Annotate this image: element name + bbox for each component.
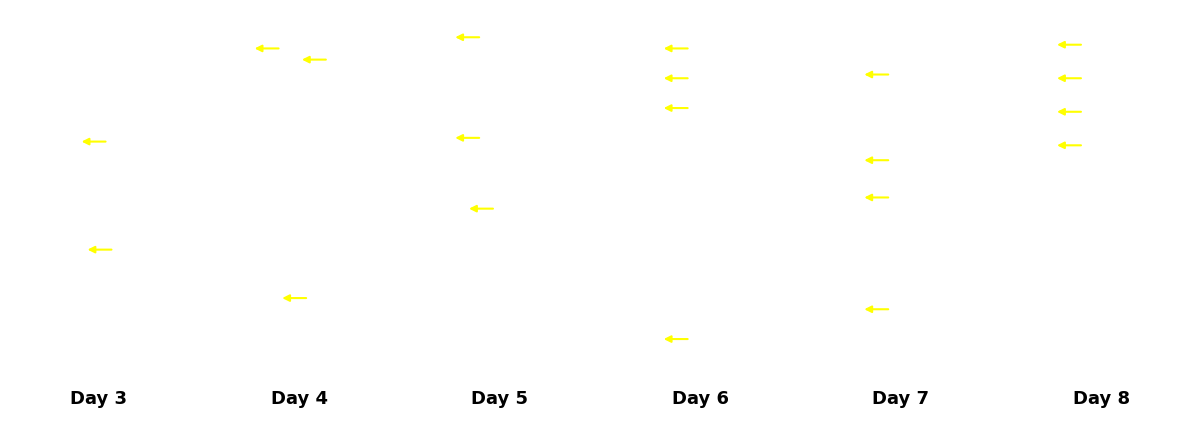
Text: FL: FL — [236, 42, 252, 55]
Text: FL: FL — [425, 31, 442, 44]
Text: Day 6: Day 6 — [672, 390, 728, 408]
Text: C: C — [425, 131, 434, 144]
Text: R: R — [144, 243, 154, 256]
Text: C: C — [720, 101, 730, 115]
Text: Day 8: Day 8 — [1073, 390, 1130, 408]
Text: Day 3: Day 3 — [70, 390, 127, 408]
Text: R: R — [920, 303, 930, 316]
Text: SLB: SLB — [1117, 38, 1144, 51]
Text: R: R — [526, 202, 535, 215]
Text: FL: FL — [920, 154, 937, 167]
Text: C: C — [920, 191, 930, 204]
Text: Day 5: Day 5 — [472, 390, 528, 408]
Text: Day 4: Day 4 — [270, 390, 328, 408]
Text: C: C — [358, 53, 367, 66]
Text: FL: FL — [720, 72, 737, 85]
Text: SL: SL — [1117, 72, 1134, 85]
Text: FL: FL — [1117, 105, 1134, 118]
Text: Day 7: Day 7 — [872, 390, 929, 408]
Text: C: C — [1117, 139, 1127, 152]
Text: R: R — [338, 292, 348, 304]
Text: R: R — [720, 333, 730, 346]
Text: SL: SL — [720, 42, 737, 55]
Text: C: C — [138, 135, 148, 148]
Text: SL: SL — [920, 68, 937, 81]
